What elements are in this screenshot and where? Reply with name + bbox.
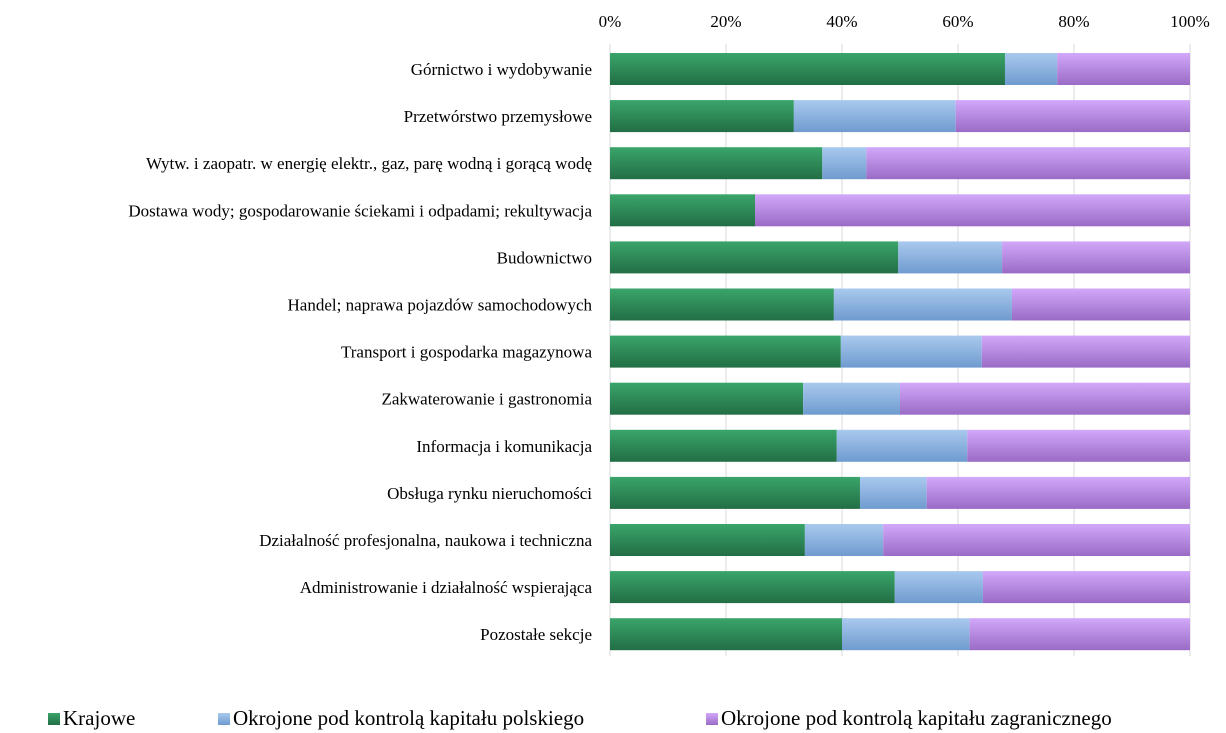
bar-segment-series-2 [900,382,1190,415]
bar-segment-series-0 [610,382,804,415]
bar-segment-series-0 [610,571,895,604]
bar-segment-series-0 [610,241,899,274]
category-label: Działalność profesjonalna, naukowa i tec… [259,531,592,550]
x-tick-label: 100% [1170,12,1210,31]
bar-segment-series-2 [1002,241,1190,274]
bar-segment-series-1 [898,241,1003,274]
bar-segment-series-1 [859,476,927,509]
category-labels: Górnictwo i wydobywanie Przetwórstwo prze… [128,60,592,644]
bar-segment-series-0 [610,524,805,556]
legend-label: Krajowe [63,706,135,730]
bar-segment-series-2 [982,571,1190,604]
bar-segment-series-1 [842,618,970,651]
x-tick-label: 60% [942,12,973,31]
x-tick-label: 20% [710,12,741,31]
bar-segment-series-0 [610,194,755,227]
bar-segment-series-1 [822,147,867,180]
bar-segment-series-1 [840,335,982,368]
category-label: Obsługa rynku nieruchomości [387,484,592,503]
x-axis-tick-labels: 0% 20% 40% 60% 80% 100% [599,12,1210,31]
bar-segment-series-2 [981,335,1190,368]
bar-segment-series-2 [755,194,1190,227]
category-label: Przetwórstwo przemysłowe [404,107,592,126]
x-tick-label: 40% [826,12,857,31]
legend: Krajowe Okrojone pod kontrolą kapitału po… [48,706,1112,730]
bar-segment-series-1 [833,288,1012,321]
legend-label: Okrojone pod kontrolą kapitału zagranicz… [721,706,1112,730]
bar-segment-series-1 [1004,53,1058,85]
bar-segment-series-2 [1011,288,1190,321]
bar-segment-series-0 [610,288,834,321]
category-label: Handel; naprawa pojazdów samochodowych [288,296,593,315]
bar-segment-series-0 [610,53,1005,85]
category-label: Wytw. i zaopatr. w energię elektr., gaz,… [146,154,592,173]
legend-swatch [48,713,60,725]
bar-segment-series-1 [793,100,956,133]
x-tick-label: 0% [599,12,622,31]
legend-swatch [706,713,718,725]
category-label: Zakwaterowanie i gastronomia [381,390,592,409]
bar-segment-series-2 [969,618,1190,651]
legend-swatch [218,713,230,725]
category-label: Administrowanie i działalność wspierając… [300,578,593,597]
category-label: Dostawa wody; gospodarowanie ściekami i … [128,201,592,220]
bar-segment-series-0 [610,147,823,180]
bar-segment-series-2 [883,524,1190,556]
x-tick-label: 80% [1058,12,1089,31]
bar-segment-series-0 [610,618,842,651]
bar-segment-series-0 [610,476,860,509]
legend-label: Okrojone pod kontrolą kapitału polskiego [233,706,584,730]
bar-segment-series-1 [836,429,968,462]
bar-segment-series-1 [803,382,900,415]
bar-segment-series-2 [955,100,1190,133]
category-label: Budownictwo [497,248,592,267]
bar-segment-series-0 [610,429,837,462]
bar-segment-series-1 [804,524,884,556]
bar-segment-series-2 [926,476,1190,509]
category-label: Górnictwo i wydobywanie [411,60,592,79]
category-label: Transport i gospodarka magazynowa [341,343,592,362]
bar-segment-series-2 [967,429,1190,462]
bar-segment-series-0 [610,335,841,368]
category-label: Informacja i komunikacja [416,437,592,456]
category-label: Pozostałe sekcje [480,625,592,644]
bar-segment-series-2 [866,147,1190,180]
bars [610,53,1190,651]
bar-segment-series-0 [610,100,794,133]
bar-segment-series-1 [894,571,983,604]
bar-segment-series-2 [1057,53,1190,85]
